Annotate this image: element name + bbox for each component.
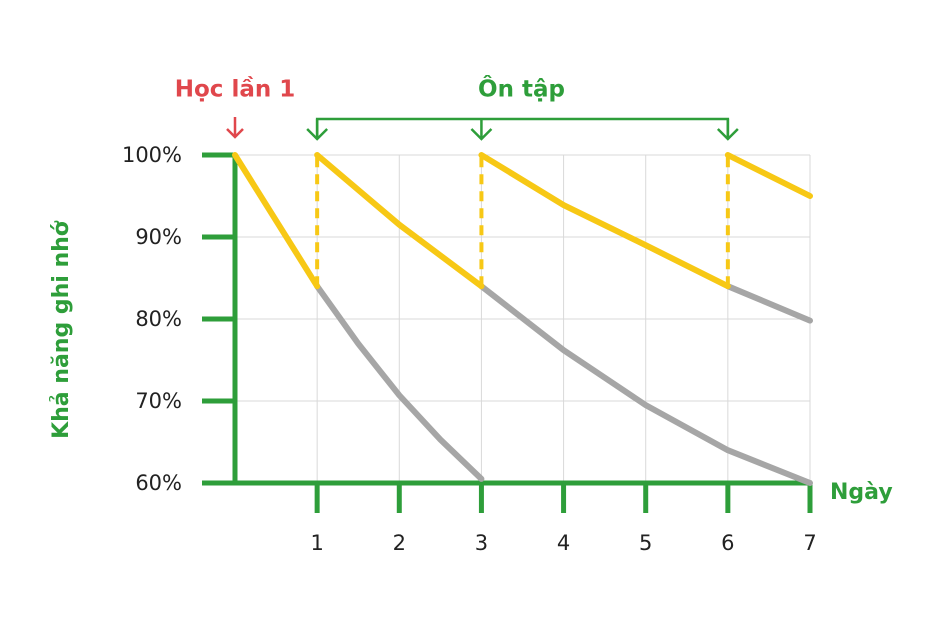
y-tick-label: 100% xyxy=(122,143,182,167)
x-tick-label: 7 xyxy=(803,531,816,555)
retention-line xyxy=(724,152,813,199)
y-tick-label: 80% xyxy=(135,307,182,331)
retention-line xyxy=(724,283,813,324)
retention-line xyxy=(478,283,813,486)
review-arrow xyxy=(306,119,329,141)
x-tick-label: 5 xyxy=(639,531,652,555)
first-study-label: Học lần 1 xyxy=(175,76,295,103)
x-tick-label: 2 xyxy=(393,531,406,555)
y-tick-label: 70% xyxy=(135,389,182,413)
review-label: Ôn tập xyxy=(478,75,565,103)
x-tick-label: 6 xyxy=(721,531,734,555)
x-tick-label: 3 xyxy=(475,531,488,555)
x-tick-label: 1 xyxy=(310,531,323,555)
x-tick-label: 4 xyxy=(557,531,570,555)
y-axis-label: Khả năng ghi nhớ xyxy=(49,220,74,439)
review-bracket xyxy=(315,117,730,137)
review-arrow xyxy=(716,119,739,141)
y-tick-label: 60% xyxy=(135,471,182,495)
retention-line xyxy=(478,152,731,290)
retention-line xyxy=(314,283,485,482)
y-tick-label: 90% xyxy=(135,225,182,249)
first-study-arrow xyxy=(226,117,244,139)
x-axis-label: Ngày xyxy=(830,480,893,505)
retention-line xyxy=(314,152,485,290)
review-arrow xyxy=(470,119,493,141)
retention-line xyxy=(232,152,321,290)
